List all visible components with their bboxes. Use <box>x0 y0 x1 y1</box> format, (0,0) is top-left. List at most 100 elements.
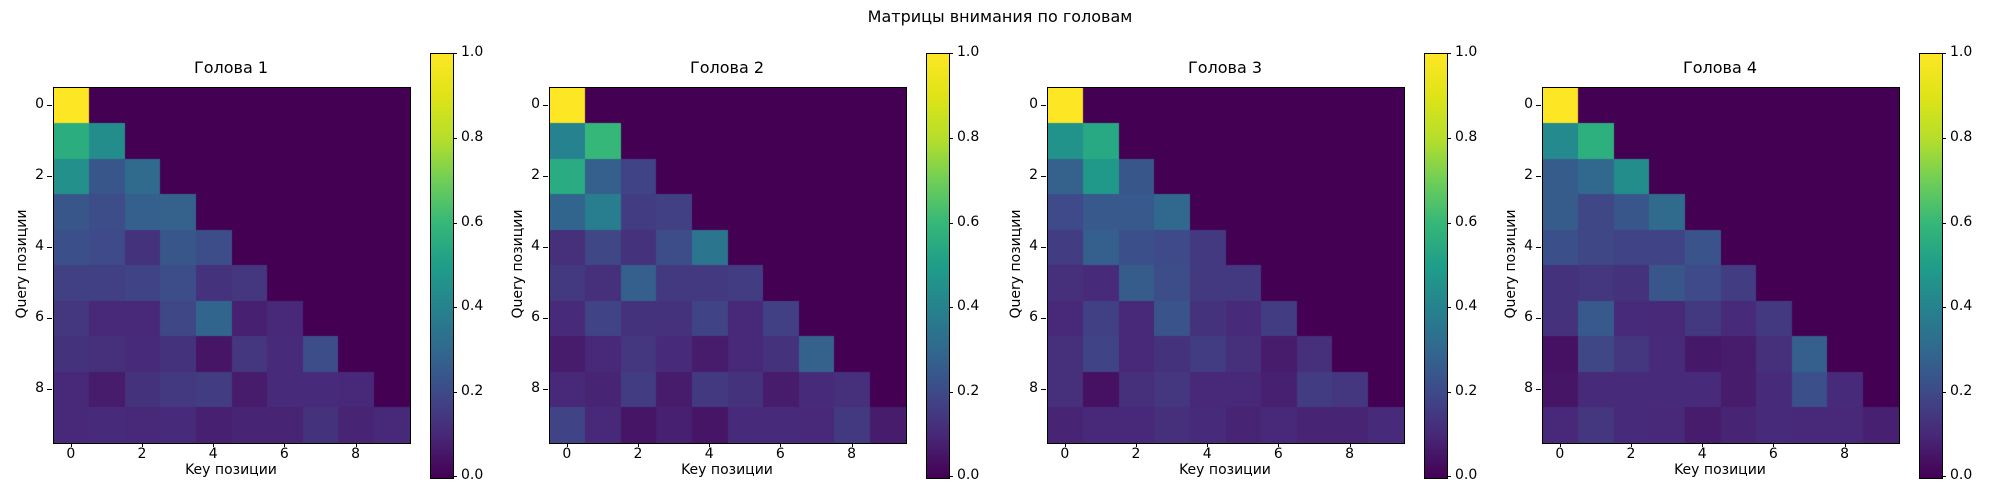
subplot-head-4: Голова 4 Query позиции 0 2 4 6 8 0 2 4 6… <box>1489 0 1985 500</box>
y-tick-label: 2 <box>1524 166 1533 183</box>
y-tick-mark <box>1041 388 1046 390</box>
colorbar-tick-label: 0.8 <box>1455 128 1478 145</box>
y-tick-mark <box>1041 246 1046 248</box>
colorbar-tick-mark <box>949 222 953 224</box>
x-tick-label: 0 <box>1555 446 1565 462</box>
subplot-title: Голова 1 <box>193 58 269 77</box>
x-tick-mark <box>1278 443 1280 447</box>
x-axis-label: Key позиции <box>1179 462 1271 478</box>
x-tick-label: 4 <box>1202 446 1212 462</box>
colorbar-tick-label: 0.6 <box>957 213 980 230</box>
y-tick-mark <box>1536 388 1541 390</box>
colorbar-tick-mark <box>1447 476 1451 477</box>
y-tick-mark <box>543 104 548 106</box>
y-tick-label: 2 <box>1029 166 1038 183</box>
y-axis-label: Query позиции <box>14 209 30 319</box>
subplot-head-3: Голова 3 Query позиции 0 2 4 6 8 0 2 4 6… <box>994 0 1490 500</box>
x-tick-mark <box>1559 443 1561 447</box>
x-tick-label: 2 <box>137 446 147 462</box>
y-tick-label: 4 <box>1029 237 1038 254</box>
colorbar-tick-mark <box>1447 307 1451 309</box>
colorbar-tick-label: 1.0 <box>1950 44 1973 60</box>
y-tick-label: 2 <box>35 166 44 183</box>
colorbar-tick-label: 0.0 <box>957 467 980 483</box>
x-tick-label: 8 <box>847 446 857 462</box>
colorbar-tick-mark <box>949 476 953 477</box>
y-tick-mark <box>1041 317 1046 319</box>
colorbar-tick-label: 1.0 <box>1455 44 1478 60</box>
y-tick-label: 0 <box>35 95 44 112</box>
colorbar-tick-label: 0.4 <box>1455 298 1478 315</box>
y-tick-mark <box>47 246 52 248</box>
x-tick-mark <box>1136 443 1137 447</box>
y-tick-mark <box>47 104 52 106</box>
attention-heatmap <box>1542 87 1900 444</box>
attention-heatmap <box>53 87 411 444</box>
x-tick-label: 0 <box>562 446 572 462</box>
colorbar-tick-label: 0.6 <box>461 213 484 230</box>
x-tick-label: 0 <box>1060 446 1070 462</box>
colorbar-tick-mark <box>1942 222 1946 224</box>
subplot-title: Голова 4 <box>1682 58 1758 77</box>
y-tick-label: 0 <box>531 95 540 112</box>
y-tick-mark <box>1536 246 1541 248</box>
y-tick-mark <box>1536 317 1541 319</box>
y-axis-label: Query позиции <box>1008 209 1024 319</box>
x-tick-mark <box>780 443 782 447</box>
colorbar-tick-mark <box>453 137 457 139</box>
colorbar-tick-mark <box>1447 53 1451 54</box>
x-tick-label: 6 <box>1768 446 1778 462</box>
colorbar-tick-mark <box>1942 53 1946 54</box>
colorbar-tick-label: 0.4 <box>957 298 980 315</box>
x-tick-label: 6 <box>1273 446 1283 462</box>
x-tick-label: 2 <box>1626 446 1636 462</box>
y-tick-label: 4 <box>35 237 44 254</box>
colorbar-tick-label: 0.2 <box>461 383 484 400</box>
colorbar-tick-mark <box>949 307 953 309</box>
x-tick-mark <box>638 443 639 447</box>
y-axis-label: Query позиции <box>1503 209 1519 319</box>
figure-title: Матрицы внимания по головам <box>867 7 1133 26</box>
y-tick-label: 8 <box>531 379 540 396</box>
colorbar-tick-mark <box>453 222 457 224</box>
colorbar-tick-mark <box>949 137 953 139</box>
subplot-head-1: Голова 1 Query позиции 0 2 4 6 8 0 2 4 6… <box>0 0 496 500</box>
x-tick-label: 2 <box>633 446 643 462</box>
y-tick-label: 6 <box>1524 308 1533 325</box>
colorbar-tick-label: 0.6 <box>1950 213 1973 230</box>
x-tick-mark <box>566 443 568 447</box>
x-axis-label: Key позиции <box>1674 462 1766 478</box>
colorbar-tick-label: 1.0 <box>957 44 980 60</box>
x-tick-mark <box>284 443 286 447</box>
x-tick-mark <box>851 443 853 447</box>
x-tick-mark <box>1702 443 1704 447</box>
x-tick-label: 4 <box>1697 446 1707 462</box>
y-tick-label: 8 <box>1029 379 1038 396</box>
colorbar-tick-label: 0.8 <box>1950 128 1973 145</box>
colorbar-tick-mark <box>453 307 457 309</box>
y-tick-label: 2 <box>531 166 540 183</box>
colorbar-tick-mark <box>949 392 953 394</box>
x-tick-mark <box>70 443 72 447</box>
x-tick-label: 6 <box>279 446 289 462</box>
x-tick-label: 8 <box>351 446 361 462</box>
y-tick-mark <box>1536 104 1541 106</box>
colorbar-tick-mark <box>949 53 953 54</box>
x-tick-label: 2 <box>1131 446 1141 462</box>
colorbar-tick-label: 0.2 <box>957 383 980 400</box>
y-tick-label: 8 <box>1524 379 1533 396</box>
y-tick-mark <box>47 175 52 177</box>
colorbar-tick-mark <box>1447 222 1451 224</box>
y-tick-label: 6 <box>1029 308 1038 325</box>
colorbar-tick-mark <box>453 53 457 54</box>
colorbar-tick-mark <box>1942 307 1946 309</box>
colorbar-tick-mark <box>1942 392 1946 394</box>
colorbar-tick-mark <box>453 392 457 394</box>
x-tick-mark <box>1773 443 1775 447</box>
x-tick-mark <box>1844 443 1846 447</box>
x-tick-mark <box>1631 443 1632 447</box>
y-tick-mark <box>47 317 52 319</box>
y-tick-label: 8 <box>35 379 44 396</box>
x-tick-mark <box>213 443 215 447</box>
y-tick-mark <box>1041 104 1046 106</box>
